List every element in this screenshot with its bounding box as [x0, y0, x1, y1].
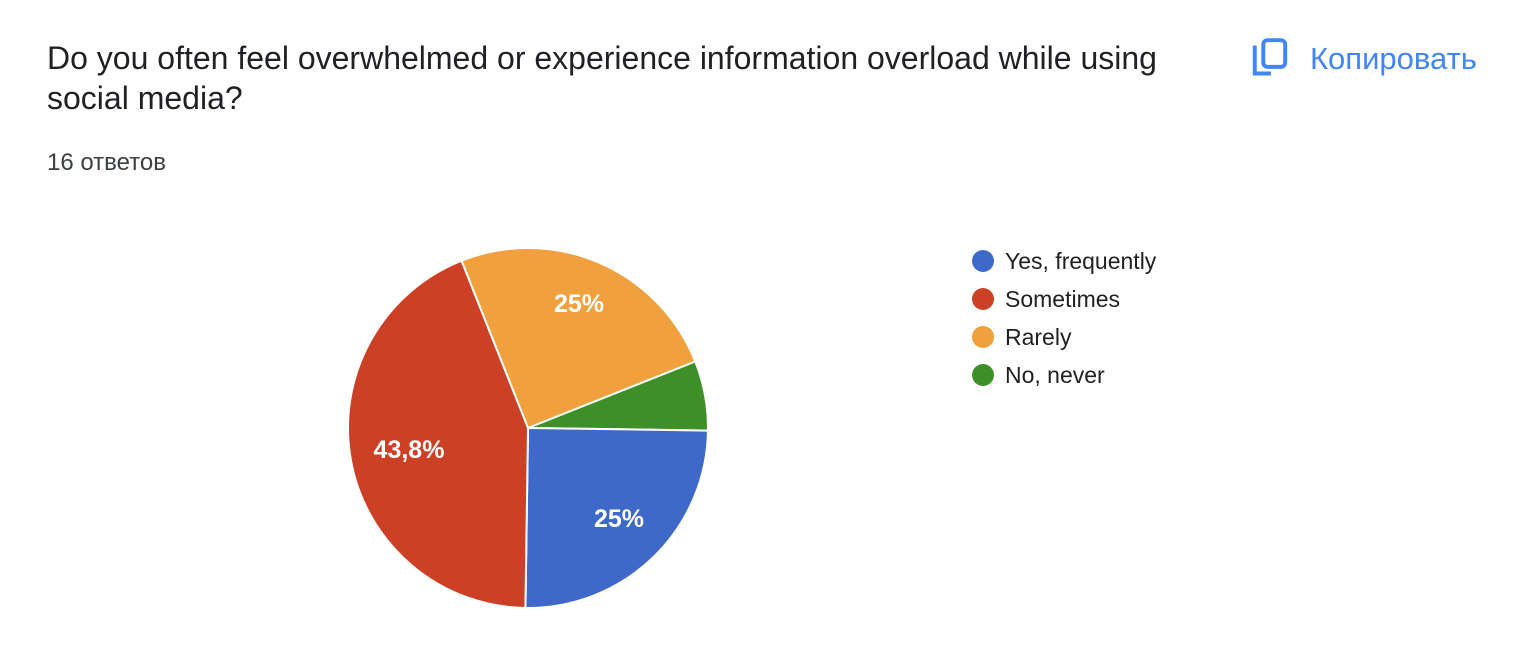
svg-text:25%: 25% [594, 505, 644, 533]
svg-text:Sometimes: Sometimes [1005, 286, 1120, 312]
svg-text:25%: 25% [554, 290, 604, 318]
svg-text:Rarely: Rarely [1005, 324, 1072, 350]
svg-text:No, never: No, never [1005, 362, 1105, 388]
svg-text:43,8%: 43,8% [374, 436, 445, 464]
svg-text:Yes, frequently: Yes, frequently [1005, 248, 1157, 274]
